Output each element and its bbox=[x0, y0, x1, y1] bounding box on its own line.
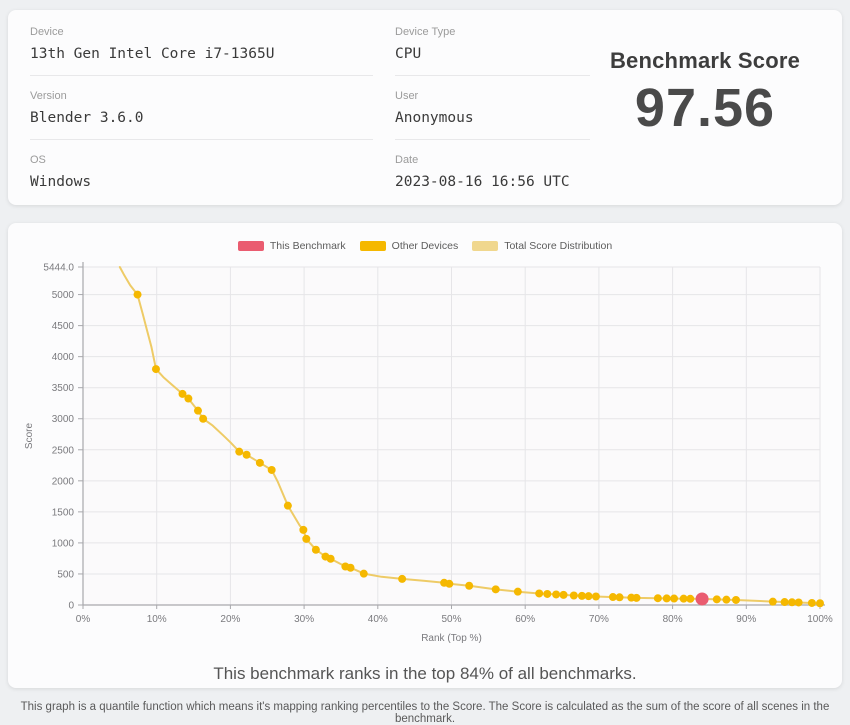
rank-summary-text: This benchmark ranks in the top 84% of a… bbox=[213, 664, 637, 683]
field-date: Date 2023-08-16 16:56 UTC bbox=[395, 154, 590, 191]
field-version: Version Blender 3.6.0 bbox=[30, 90, 373, 127]
field-version-label: Version bbox=[30, 90, 67, 102]
info-column-right: Device Type CPU User Anonymous Date 2023… bbox=[395, 26, 590, 191]
divider bbox=[30, 139, 373, 140]
svg-text:50%: 50% bbox=[441, 614, 461, 625]
legend-swatch-this-benchmark bbox=[237, 241, 264, 251]
field-device: Device 13th Gen Intel Core i7-1365U bbox=[30, 26, 373, 63]
svg-text:4500: 4500 bbox=[52, 321, 75, 332]
svg-text:100%: 100% bbox=[807, 614, 833, 625]
svg-text:70%: 70% bbox=[589, 614, 609, 625]
svg-text:30%: 30% bbox=[294, 614, 314, 625]
svg-text:0%: 0% bbox=[76, 614, 91, 625]
svg-text:5000: 5000 bbox=[52, 290, 75, 301]
legend-label-other-devices: Other Devices bbox=[391, 240, 459, 252]
quantile-chart-svg: 5444.05000450040003500300025002000150010… bbox=[24, 262, 833, 644]
svg-text:2500: 2500 bbox=[52, 445, 75, 456]
field-date-value: 2023-08-16 16:56 UTC bbox=[395, 174, 570, 190]
svg-text:20%: 20% bbox=[220, 614, 240, 625]
chart-legend: This Benchmark Other Devices Total Score… bbox=[8, 239, 842, 253]
benchmark-score-value: 97.56 bbox=[634, 78, 776, 138]
svg-text:4000: 4000 bbox=[52, 352, 75, 363]
field-os: OS Windows bbox=[30, 154, 373, 191]
svg-text:5444.0: 5444.0 bbox=[43, 263, 74, 274]
svg-text:3000: 3000 bbox=[52, 414, 75, 425]
svg-text:90%: 90% bbox=[736, 614, 756, 625]
divider bbox=[30, 75, 373, 76]
field-device-type: Device Type CPU bbox=[395, 26, 590, 63]
field-device-type-label: Device Type bbox=[395, 26, 456, 38]
legend-swatch-total-score-distribution bbox=[472, 241, 499, 251]
quantile-chart: 5444.0 5000 4500 4000 3500 3000 2500 2000 1500 10… bbox=[8, 255, 842, 650]
field-user-label: User bbox=[395, 90, 419, 102]
footer-note: This graph is a quantile function which … bbox=[20, 701, 830, 725]
field-os-value: Windows bbox=[30, 174, 92, 190]
field-os-label: OS bbox=[30, 154, 46, 166]
field-device-type-value: CPU bbox=[395, 46, 422, 62]
legend-label-total-score-distribution: Total Score Distribution bbox=[504, 240, 613, 252]
svg-text:1000: 1000 bbox=[52, 538, 75, 549]
svg-text:500: 500 bbox=[57, 569, 74, 580]
divider bbox=[395, 75, 590, 76]
field-device-value: 13th Gen Intel Core i7-1365U bbox=[30, 46, 275, 62]
svg-text:10%: 10% bbox=[147, 614, 167, 625]
svg-text:0: 0 bbox=[68, 601, 74, 612]
device-info-fields: Device 13th Gen Intel Core i7-1365U Vers… bbox=[30, 26, 590, 191]
benchmark-score-block: Benchmark Score 97.56 bbox=[590, 26, 820, 191]
svg-text:3500: 3500 bbox=[52, 383, 75, 394]
legend-swatch-other-devices bbox=[359, 241, 386, 251]
legend-item-other-devices[interactable]: Other Devices bbox=[359, 240, 459, 252]
svg-text:2000: 2000 bbox=[52, 476, 75, 487]
chart-card: This Benchmark Other Devices Total Score… bbox=[8, 223, 842, 688]
benchmark-info-card: Device 13th Gen Intel Core i7-1365U Vers… bbox=[8, 10, 842, 205]
field-device-label: Device bbox=[30, 26, 64, 38]
legend-label-this-benchmark: This Benchmark bbox=[269, 240, 346, 252]
svg-text:40%: 40% bbox=[368, 614, 388, 625]
divider bbox=[395, 139, 590, 140]
legend-item-this-benchmark[interactable]: This Benchmark bbox=[237, 240, 346, 252]
svg-text:Rank (Top %): Rank (Top %) bbox=[421, 633, 482, 644]
field-version-value: Blender 3.6.0 bbox=[30, 110, 144, 126]
svg-text:Score: Score bbox=[24, 423, 35, 450]
svg-text:80%: 80% bbox=[663, 614, 683, 625]
info-column-left: Device 13th Gen Intel Core i7-1365U Vers… bbox=[30, 26, 373, 191]
svg-text:1500: 1500 bbox=[52, 507, 75, 518]
field-user-value: Anonymous bbox=[395, 110, 474, 126]
svg-text:60%: 60% bbox=[515, 614, 535, 625]
field-user: User Anonymous bbox=[395, 90, 590, 127]
legend-item-total-score-distribution[interactable]: Total Score Distribution bbox=[472, 240, 612, 252]
field-date-label: Date bbox=[395, 154, 419, 166]
benchmark-score-title: Benchmark Score bbox=[609, 48, 801, 73]
